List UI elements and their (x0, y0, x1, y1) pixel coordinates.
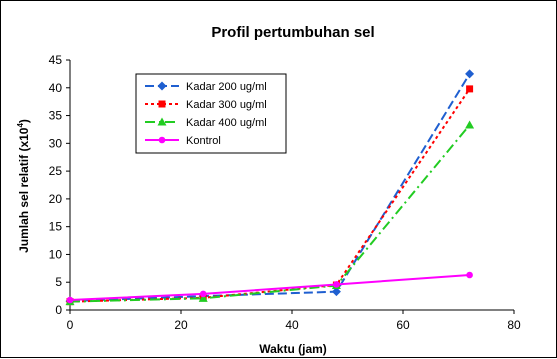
y-tick-label: 10 (49, 247, 63, 261)
data-point (465, 69, 475, 79)
y-tick-label: 0 (55, 303, 62, 317)
legend-label: Kadar 300 ug/ml (186, 99, 267, 111)
y-axis-label-end: ) (17, 119, 31, 123)
data-point (331, 287, 341, 297)
y-tick-label: 20 (49, 192, 63, 206)
series-3 (65, 120, 475, 306)
x-tick-label: 20 (174, 318, 188, 332)
legend-item: Kadar 200 ug/ml (145, 81, 267, 93)
series-line (69, 124, 471, 303)
legend-item: Kontrol (145, 135, 221, 147)
data-point (199, 290, 207, 298)
y-tick-label: 25 (49, 164, 63, 178)
legend-items: Kadar 200 ug/ml Kadar 300 ug/ml Kadar 400 … (145, 81, 267, 147)
chart-title: Profil pertumbuhan sel (211, 24, 374, 41)
x-tick-label: 40 (285, 318, 299, 332)
x-tick-label: 60 (396, 318, 410, 332)
series-4 (66, 271, 473, 304)
legend: Kadar 200 ug/ml Kadar 300 ug/ml Kadar 400 … (135, 73, 287, 154)
y-tick-label: 5 (55, 275, 62, 289)
legend-label: Kontrol (186, 135, 221, 147)
y-axis-label-superscript: 4 (16, 123, 25, 128)
legend-item: Kadar 400 ug/ml (145, 117, 267, 129)
data-point (66, 296, 74, 304)
x-tick-label: 0 (67, 318, 74, 332)
tick-layer: 0 5 10 15 20 25 30 35 40 45 0 20 40 60 80 (49, 53, 521, 332)
data-point (466, 85, 474, 93)
legend-marker (158, 100, 166, 108)
legend-label: Kadar 200 ug/ml (186, 81, 267, 93)
y-axis-label: Jumlah sel relatif (x104) (16, 119, 31, 253)
x-tick-label: 80 (507, 318, 521, 332)
y-tick-label: 15 (49, 220, 63, 234)
data-point (465, 120, 475, 129)
legend-label: Kadar 400 ug/ml (186, 117, 267, 129)
legend-item: Kadar 300 ug/ml (145, 99, 267, 111)
data-point (198, 293, 208, 302)
series-layer (65, 69, 475, 306)
data-point (466, 271, 473, 279)
legend-marker (157, 117, 167, 126)
series-line (69, 274, 470, 301)
y-axis-label-main: Jumlah sel relatif (x10 (17, 127, 31, 253)
legend-marker (157, 81, 167, 91)
y-tick-label: 35 (49, 109, 63, 123)
x-axis-label: Waktu (jam) (259, 342, 327, 356)
y-tick-label: 40 (49, 81, 63, 95)
y-tick-label: 45 (49, 53, 63, 67)
series-line (69, 73, 471, 303)
data-point (333, 281, 340, 288)
y-tick-label: 30 (49, 136, 63, 150)
legend-marker (158, 136, 166, 144)
